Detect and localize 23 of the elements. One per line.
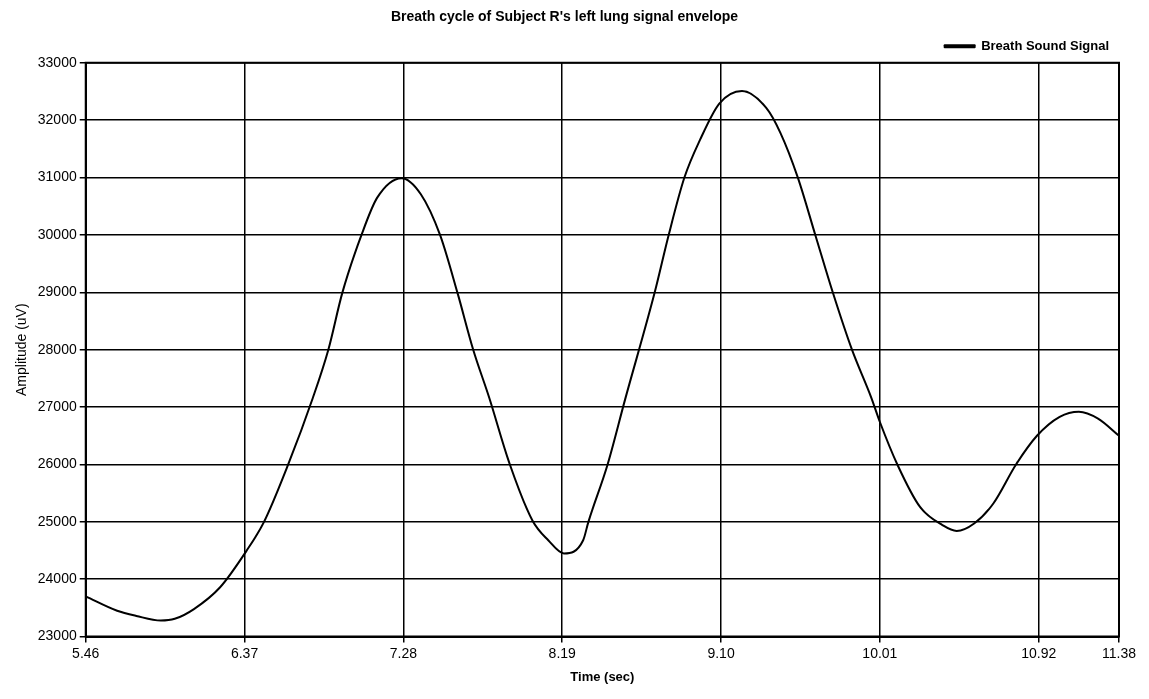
y-tick-label: 32000 — [37, 111, 77, 128]
y-tick-label: 27000 — [37, 397, 77, 414]
y-tick-label: 31000 — [37, 168, 77, 185]
y-tick-label: 26000 — [37, 455, 77, 472]
x-tick-label: 6.37 — [230, 644, 259, 661]
x-tick-label: 9.10 — [707, 644, 735, 661]
x-tick-label: 10.92 — [1021, 644, 1057, 661]
y-tick-label: 23000 — [37, 627, 77, 644]
x-tick-label: 8.19 — [548, 644, 577, 661]
chart-title: Breath cycle of Subject R's left lung signal envelope — [390, 8, 739, 25]
legend-label: Breath Sound Signal — [981, 37, 1109, 53]
y-tick-label: 25000 — [37, 512, 77, 529]
x-tick-label: 10.01 — [862, 644, 898, 661]
y-tick-label: 24000 — [37, 570, 77, 587]
y-tick-label: 33000 — [37, 53, 77, 70]
x-tick-label: 5.46 — [72, 644, 100, 661]
x-tick-label: 11.38 — [1102, 644, 1137, 661]
y-tick-label: 29000 — [37, 283, 77, 300]
y-axis-title: Amplitude (uV) — [13, 303, 30, 396]
x-tick-label: 7.28 — [389, 644, 418, 661]
x-axis-title: Time (sec) — [570, 668, 635, 684]
y-tick-label: 30000 — [37, 225, 77, 242]
y-tick-label: 28000 — [37, 340, 77, 357]
